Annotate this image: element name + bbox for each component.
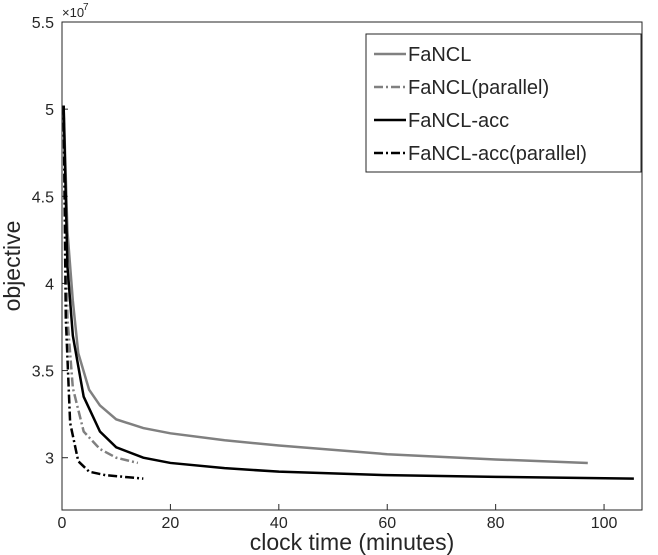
legend-label: FaNCL-acc(parallel) (408, 143, 587, 165)
y-tick-label: 5 (45, 102, 54, 119)
y-tick-label: 3.5 (32, 364, 54, 381)
series-line (62, 105, 139, 465)
x-tick-label: 100 (591, 515, 618, 532)
y-multiplier-power: 7 (83, 2, 89, 13)
y-tick-label: 5.5 (32, 15, 54, 32)
x-tick-label: 40 (270, 515, 288, 532)
series-line (62, 105, 588, 465)
x-tick-label: 80 (487, 515, 505, 532)
x-tick-label: 60 (378, 515, 396, 532)
legend-label: FaNCL (408, 44, 471, 66)
y-multiplier-base: ×10 (62, 5, 84, 20)
x-axis-label: clock time (minutes) (250, 529, 454, 555)
legend-label: FaNCL-acc (408, 110, 509, 132)
x-tick-label: 0 (58, 515, 67, 532)
y-tick-label: 4.5 (32, 189, 54, 206)
legend-label: FaNCL(parallel) (408, 77, 549, 99)
y-tick-label: 4 (45, 276, 54, 293)
x-tick-label: 20 (162, 515, 180, 532)
plot-frame (61, 21, 643, 511)
series-line (62, 105, 144, 480)
y-axis-label: objective (0, 221, 25, 312)
y-tick-label: 3 (45, 451, 54, 468)
series-line (62, 105, 634, 480)
legend-box (365, 33, 642, 173)
